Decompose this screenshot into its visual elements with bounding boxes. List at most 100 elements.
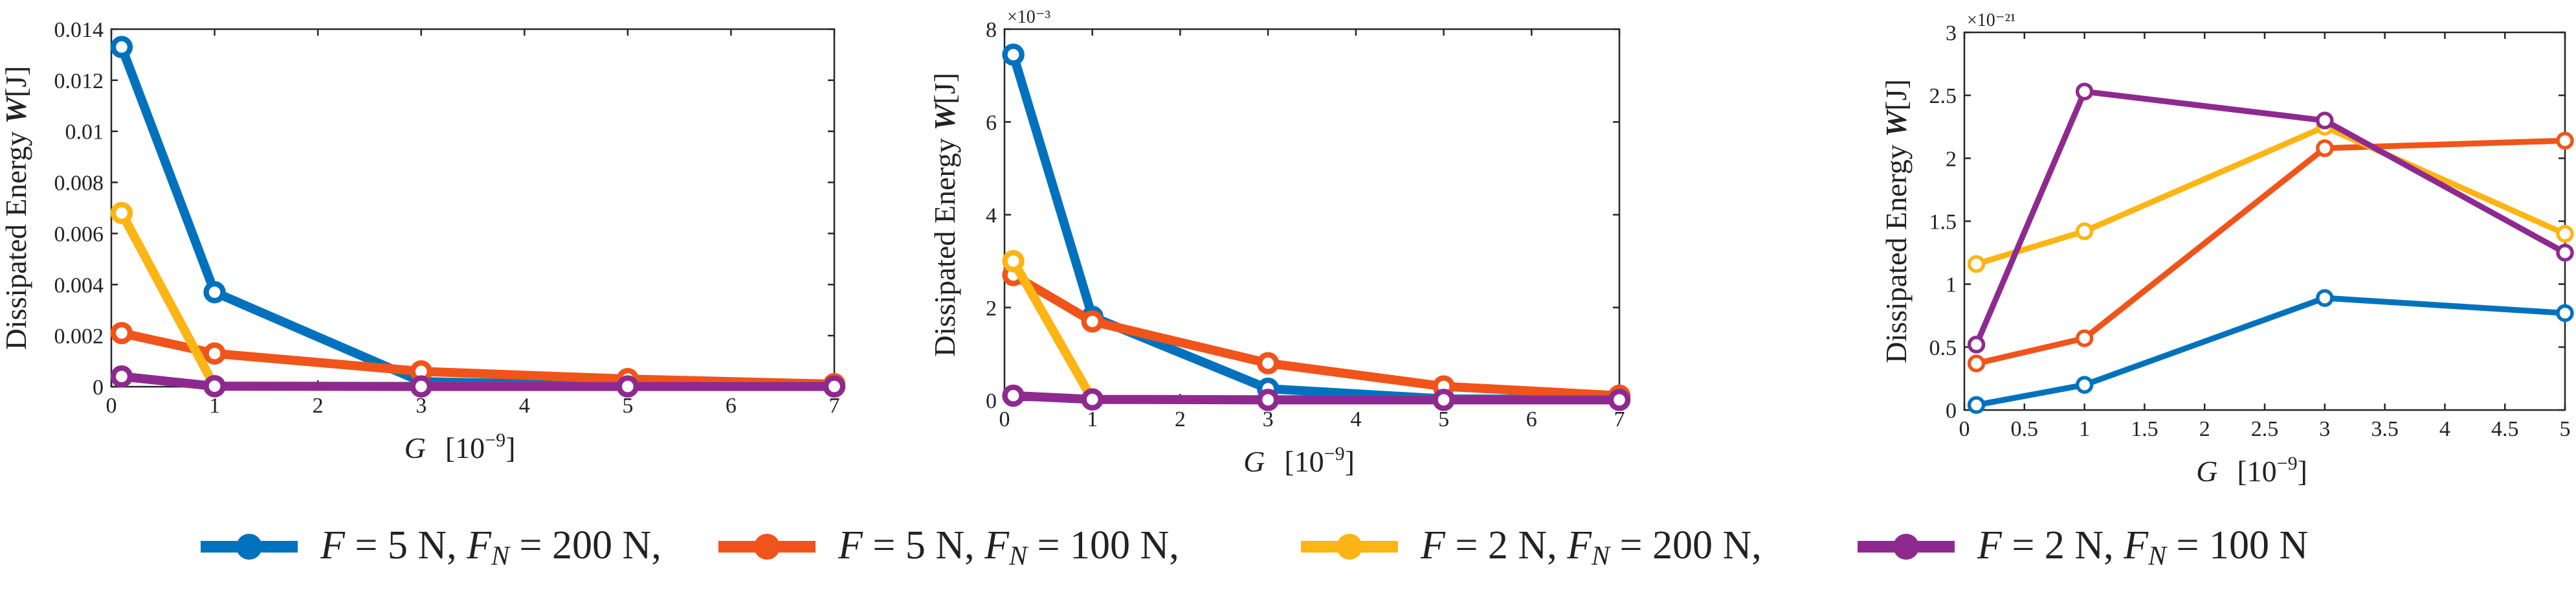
- y-tick-label: 6: [986, 111, 997, 135]
- x-axis-unit-exponent: −9: [485, 429, 505, 451]
- data-point-s4: [1002, 384, 1025, 407]
- legend-F: F: [1977, 523, 2003, 567]
- x-axis-unit: [10: [445, 431, 485, 464]
- legend-item-s2: F = 5 N, FN = 100 N,: [718, 523, 1179, 571]
- data-point-s4: [2316, 111, 2334, 130]
- x-tick-label: 5: [2560, 417, 2571, 441]
- series-s2: [1002, 264, 1631, 407]
- y-tick-label: 0.012: [54, 69, 104, 93]
- y-axis-symbol: W: [0, 95, 32, 124]
- x-tick-label: 2.5: [2251, 417, 2279, 441]
- series-s4: [1002, 384, 1631, 411]
- y-tick-label: 1.5: [1929, 211, 1957, 234]
- data-point-s4: [1432, 389, 1455, 411]
- legend-label: F = 2 N, FN = 100 N: [1977, 523, 2308, 571]
- data-point-s4: [616, 375, 639, 398]
- series-line-s2: [1973, 137, 2568, 367]
- legend-F: F: [1420, 523, 1446, 567]
- data-point-s3: [2556, 225, 2574, 243]
- data-point-s2: [2556, 131, 2574, 150]
- legend-FN: F: [1566, 523, 1592, 567]
- y-tick-label: 1: [1946, 273, 1957, 297]
- series-line-s2: [1008, 270, 1624, 400]
- series-s4: [1967, 82, 2574, 354]
- legend-F: F: [320, 523, 346, 567]
- data-point-s4: [110, 365, 133, 388]
- x-tick-label: 1: [209, 394, 220, 418]
- x-tick-label: 4.5: [2491, 417, 2519, 441]
- x-tick-label: 4: [2439, 417, 2450, 441]
- y-exponent-label: ×10⁻²¹: [1967, 10, 2015, 30]
- legend-FN-subscript: N: [1591, 542, 1611, 571]
- legend-FN: F: [984, 523, 1010, 567]
- y-axis-text: Dissipated Energy: [1880, 137, 1913, 363]
- y-axis-unit: [J]: [928, 73, 961, 104]
- data-point-s4: [823, 375, 846, 398]
- y-tick-label: 0.01: [65, 120, 104, 144]
- data-point-s1: [2316, 289, 2334, 307]
- data-point-s1: [1967, 396, 1986, 414]
- data-point-s4: [2556, 244, 2574, 262]
- legend-item-s3: F = 2 N, FN = 200 N,: [1301, 523, 1762, 571]
- x-axis-unit-close: ]: [505, 431, 515, 464]
- data-point-s1: [110, 36, 133, 58]
- y-tick-label: 0.014: [54, 18, 104, 42]
- y-tick-label: 8: [986, 18, 997, 42]
- y-tick-label: 4: [986, 204, 997, 228]
- x-tick-label: 2: [1175, 407, 1186, 431]
- x-axis-unit-exponent: −9: [1324, 443, 1345, 464]
- plot-area-frame: [110, 28, 836, 388]
- series-s1: [110, 36, 846, 398]
- data-point-s2: [1967, 354, 1986, 372]
- legend-swatch-marker: [754, 534, 780, 560]
- x-tick-label: 1: [1087, 407, 1098, 431]
- data-point-s4: [1081, 388, 1104, 411]
- x-tick-label: 5: [1438, 407, 1449, 431]
- series-line-s4: [1008, 391, 1624, 405]
- x-tick-label: 0: [999, 407, 1010, 431]
- data-point-s2: [1256, 352, 1280, 374]
- x-tick-label: 6: [726, 394, 737, 418]
- y-axis-label: Dissipated Energy W[J]: [1880, 79, 1913, 363]
- y-axis-text: Dissipated Energy: [928, 131, 961, 357]
- plot-area-frame: [1003, 28, 1621, 402]
- legend-FN-subscript: N: [1008, 542, 1028, 571]
- x-tick-label: 7: [829, 394, 840, 418]
- y-tick-label: 0: [986, 389, 997, 413]
- x-tick-label: 3.5: [2371, 417, 2399, 441]
- x-tick-label: 4: [519, 394, 530, 418]
- y-tick-label: 0: [93, 376, 104, 400]
- y-axis-unit: [J]: [1880, 79, 1913, 111]
- y-tick-label: 2: [1946, 147, 1957, 171]
- data-point-s4: [410, 375, 432, 398]
- data-point-s3: [110, 201, 133, 225]
- x-axis-unit: [10: [1284, 445, 1324, 478]
- x-tick-label: 1: [2079, 417, 2090, 441]
- data-point-s2: [1081, 310, 1104, 333]
- y-tick-label: 0.006: [54, 222, 104, 246]
- x-tick-label: 6: [1526, 407, 1537, 431]
- x-tick-label: 0: [106, 394, 117, 418]
- legend-FN: F: [466, 523, 492, 567]
- x-axis-symbol: G: [1243, 445, 1265, 478]
- series-line-s2: [117, 328, 839, 389]
- legend-label: F = 2 N, FN = 200 N,: [1420, 523, 1762, 571]
- x-tick-label: 2: [313, 394, 324, 418]
- legend-F-value: = 5 N,: [863, 523, 984, 567]
- series-line-s1: [117, 42, 839, 391]
- x-tick-label: 3: [416, 394, 427, 418]
- x-tick-label: 0.5: [2011, 417, 2039, 441]
- data-point-s1: [2556, 304, 2574, 323]
- data-point-s1: [1002, 43, 1025, 66]
- data-point-s4: [1256, 389, 1280, 411]
- legend-F-value: = 5 N,: [345, 523, 467, 567]
- legend-swatch-marker: [1893, 534, 1919, 560]
- chart-panel-3: 0 0.5 1 1.5 2 2.5 3 3.5 4 4.5 5 0 0.5 1 1.5 2 2.5 3 ×10⁻²¹…: [1880, 10, 2574, 488]
- legend-FN-subscript: N: [491, 542, 511, 571]
- data-point-s3: [2075, 222, 2094, 240]
- series-s2: [1967, 131, 2574, 372]
- y-tick-label: 0.5: [1929, 336, 1957, 360]
- legend: F = 5 N, FN = 200 N, F = 5 N, FN = 100 N,…: [201, 523, 2308, 571]
- x-axis-label: G [10−9]: [1243, 443, 1355, 478]
